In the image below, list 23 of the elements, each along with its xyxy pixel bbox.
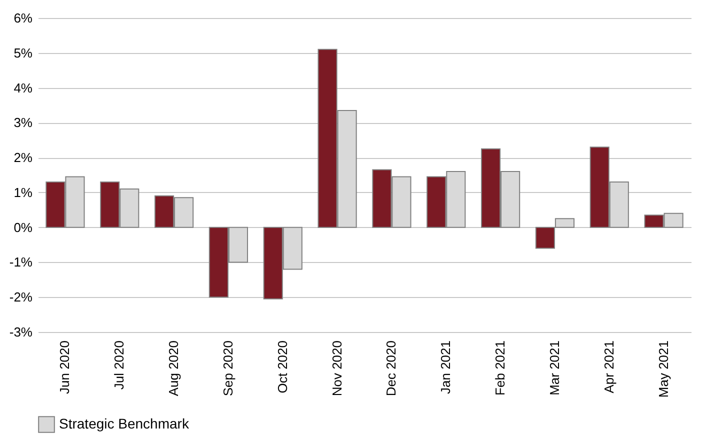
y-tick-label: 4% <box>14 80 33 96</box>
x-tick-label: Nov 2020 <box>329 340 344 396</box>
x-tick-label: Apr 2021 <box>601 340 616 394</box>
x-tick-label: Mar 2021 <box>546 340 562 396</box>
x-tick-label: Jul 2020 <box>112 340 127 390</box>
y-tick-label: -3% <box>9 324 33 340</box>
y-tick-label: 2% <box>14 150 33 166</box>
x-tick-label: Jun 2020 <box>57 340 72 394</box>
x-tick-label: Jan 2021 <box>438 340 454 394</box>
x-tick-label: Sep 2020 <box>220 340 236 396</box>
y-tick-label: -2% <box>9 290 33 305</box>
x-tick-label: Dec 2020 <box>384 340 399 396</box>
x-tick-label: Feb 2021 <box>492 340 508 396</box>
y-tick-label: 5% <box>14 45 33 60</box>
y-tick-label: -1% <box>9 254 33 270</box>
y-tick-label: 6% <box>14 10 33 26</box>
y-tick-label: 3% <box>14 115 33 130</box>
x-tick-label: Oct 2020 <box>274 340 290 394</box>
legend-label: Strategic Benchmark <box>59 416 190 432</box>
x-tick-label: Aug 2020 <box>166 340 182 396</box>
y-tick-label: 1% <box>14 184 33 200</box>
x-tick-label: May 2021 <box>656 340 671 398</box>
y-tick-label: 0% <box>14 220 33 235</box>
